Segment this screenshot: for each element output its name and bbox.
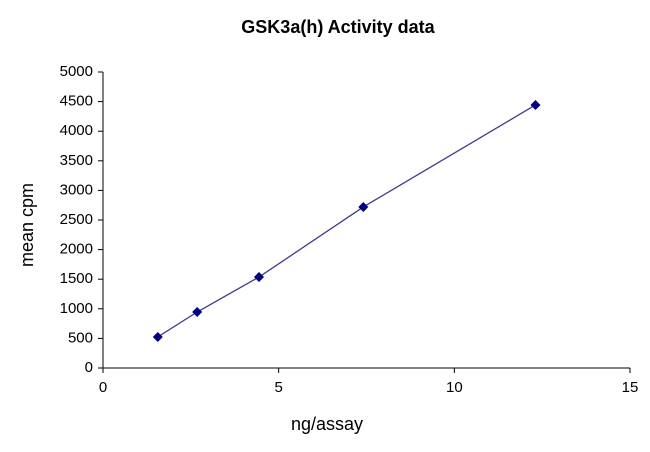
y-tick-label: 1000 [60,300,93,317]
data-point [358,201,369,212]
y-tick-label: 4500 [60,93,93,110]
y-tick-label: 0 [85,359,93,376]
data-point [192,306,203,317]
x-tick-label: 15 [622,379,639,396]
chart-title: GSK3a(h) Activity data [241,17,435,37]
y-tick-label: 2500 [60,211,93,228]
y-tick-label: 3000 [60,181,93,198]
y-tick-label: 4000 [60,122,93,139]
y-tick-label: 500 [68,329,93,346]
series-line [157,104,536,338]
x-axis-label: ng/assay [291,414,363,434]
y-tick-label: 1500 [60,270,93,287]
x-tick-label: 0 [99,379,107,396]
data-point [253,272,264,283]
y-axis-label: mean cpm [17,183,37,267]
data-point [530,99,541,110]
y-tick-label: 5000 [60,63,93,80]
y-tick-label: 3500 [60,152,93,169]
x-tick-label: 10 [446,379,463,396]
data-point [152,331,163,342]
y-tick-label: 2000 [60,241,93,258]
x-tick-label: 5 [274,379,282,396]
